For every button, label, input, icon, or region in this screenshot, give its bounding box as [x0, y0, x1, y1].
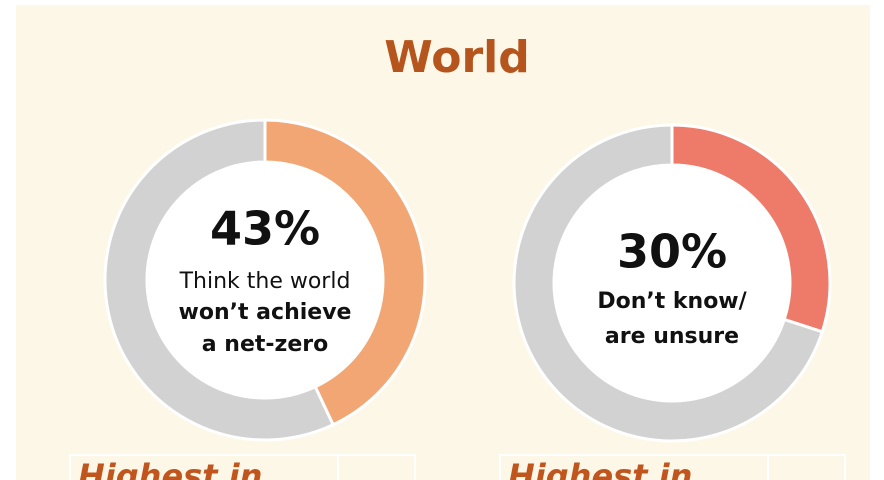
subheading: Highest in — [78, 457, 262, 480]
caption-line: Don’t know/ — [597, 289, 747, 314]
caption-line: Think the world — [179, 269, 351, 294]
caption-line: a net-zero — [202, 332, 328, 357]
donut-hole — [148, 163, 382, 397]
donut-hole — [555, 166, 789, 400]
donut-segment — [263, 118, 427, 427]
value-label: 43% — [210, 202, 320, 256]
subheading: Highest in — [508, 457, 692, 480]
caption-line: won’t achieve — [179, 300, 352, 325]
caption-line: are unsure — [605, 324, 739, 349]
value-label: 30% — [617, 225, 727, 279]
title: World — [384, 32, 529, 83]
box — [69, 454, 846, 480]
donut-segment — [512, 123, 825, 443]
donut-segment — [103, 118, 336, 442]
